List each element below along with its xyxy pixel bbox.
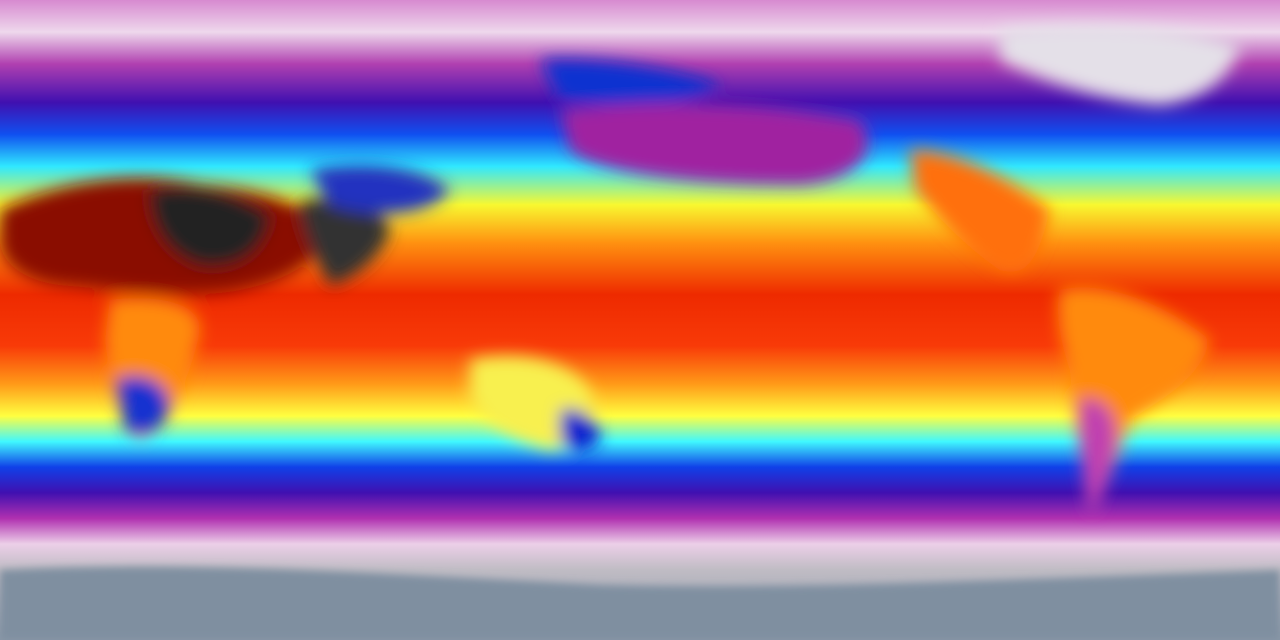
sea-ice (0, 566, 1280, 640)
land-masses (0, 25, 1240, 515)
